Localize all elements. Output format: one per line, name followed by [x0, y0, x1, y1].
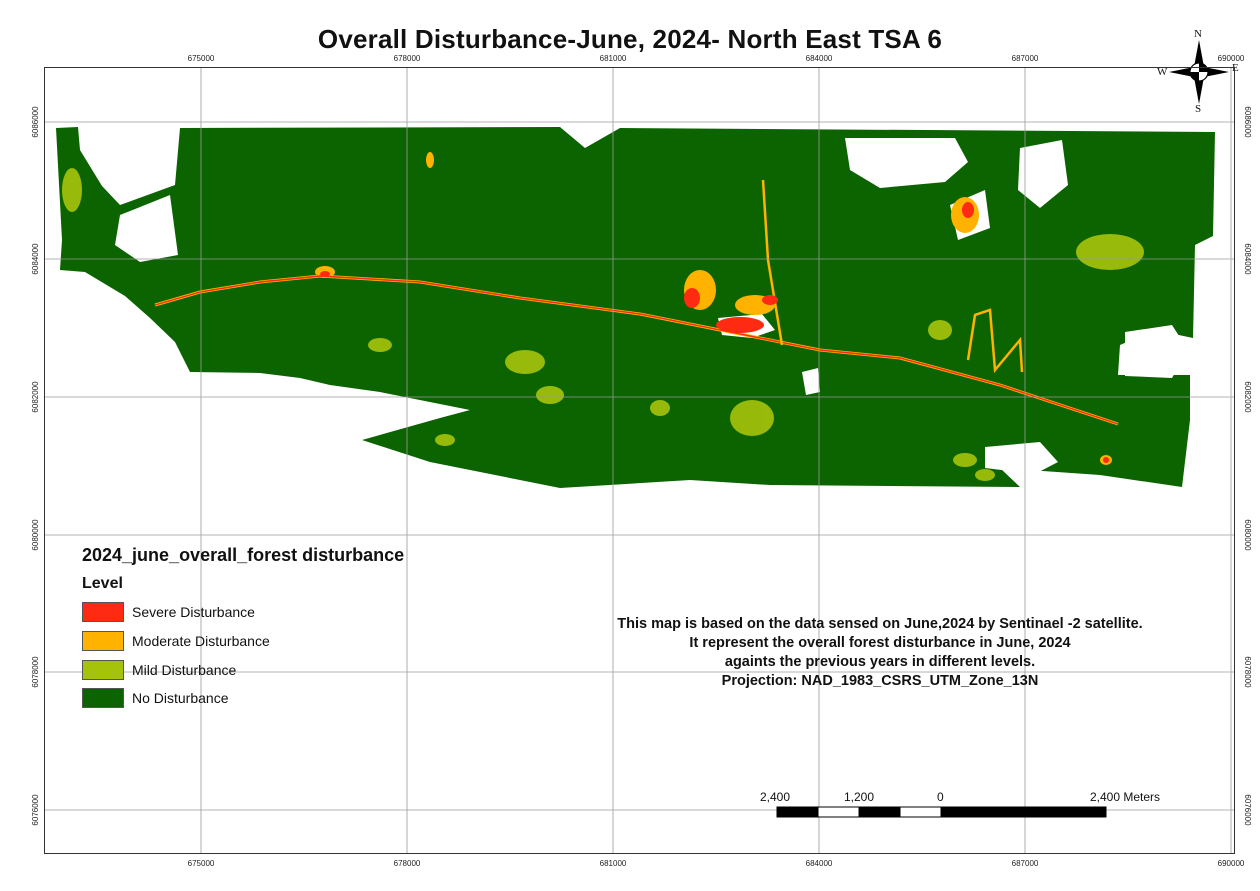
x-tick-label: 687000	[1012, 54, 1039, 63]
scale-label: 1,200	[844, 790, 875, 804]
note-line: Projection: NAD_1983_CSRS_UTM_Zone_13N	[721, 673, 1039, 689]
y-ticks-left: 6086000 6084000 6082000 6080000 6078000 …	[31, 106, 40, 826]
x-tick-label: 684000	[806, 859, 833, 868]
y-tick-label: 6080000	[1243, 519, 1252, 551]
legend-label: Severe Disturbance	[132, 604, 255, 620]
forest-area	[56, 127, 1215, 488]
y-tick-label: 6078000	[31, 656, 40, 688]
compass-north-label: N	[1194, 28, 1202, 40]
no-data-area	[1125, 325, 1188, 378]
y-tick-label: 6076000	[1243, 794, 1252, 826]
legend-swatch	[82, 660, 124, 680]
compass-south-label: S	[1195, 103, 1202, 115]
x-tick-label: 675000	[188, 859, 215, 868]
legend-item-none: No Disturbance	[82, 687, 229, 709]
scale-label: 2,400 Meters	[1090, 790, 1161, 804]
no-data-area	[1018, 140, 1068, 208]
x-tick-label: 681000	[600, 54, 627, 63]
x-tick-label: 690000	[1218, 859, 1245, 868]
y-ticks-right: 6086000 6084000 6082000 6080000 6078000 …	[1243, 106, 1252, 826]
legend-item-severe: Severe Disturbance	[82, 601, 255, 623]
x-tick-label: 675000	[188, 54, 215, 63]
severe-disturbance-patches	[320, 202, 1109, 463]
legend-level-label: Level	[82, 575, 123, 592]
y-tick-label: 6084000	[31, 243, 40, 275]
map-note: This map is based on the data sensed on …	[560, 615, 1200, 691]
compass-east-label: E	[1232, 62, 1239, 74]
legend-label: Mild Disturbance	[132, 662, 237, 678]
x-tick-label: 678000	[394, 859, 421, 868]
legend-label: Moderate Disturbance	[132, 633, 270, 649]
legend-swatch	[82, 602, 124, 622]
x-ticks-bottom: 675000 678000 681000 684000 687000 69000…	[188, 859, 1245, 868]
note-line: This map is based on the data sensed on …	[617, 616, 1143, 632]
y-tick-label: 6084000	[1243, 243, 1252, 275]
legend-item-mild: Mild Disturbance	[82, 659, 236, 681]
map-title: Overall Disturbance-June, 2024- North Ea…	[317, 24, 943, 54]
no-data-area	[845, 138, 968, 188]
y-tick-label: 6080000	[31, 519, 40, 551]
note-line: againts the previous years in different …	[724, 654, 1036, 670]
no-data-area	[985, 442, 1058, 474]
note-line: It represent the overall forest disturba…	[689, 635, 1071, 651]
x-tick-label: 687000	[1012, 859, 1039, 868]
x-tick-label: 678000	[394, 54, 421, 63]
legend-swatch	[82, 688, 124, 708]
x-tick-label: 681000	[600, 859, 627, 868]
mild-disturbance-patches	[62, 168, 1144, 481]
legend-label: No Disturbance	[132, 690, 229, 706]
road-corridor	[966, 308, 1024, 374]
road-corridor	[761, 179, 784, 346]
scale-bar	[776, 806, 1107, 818]
x-tick-label: 684000	[806, 54, 833, 63]
legend-title: 2024_june_overall_forest disturbance	[82, 545, 405, 565]
legend-item-moderate: Moderate Disturbance	[82, 630, 270, 652]
legend-swatch	[82, 631, 124, 651]
y-tick-label: 6086000	[31, 106, 40, 138]
y-tick-label: 6078000	[1243, 656, 1252, 688]
x-ticks-top: 675000 678000 681000 684000 687000 69000…	[188, 54, 1245, 63]
no-data-area	[802, 368, 820, 395]
graticule	[44, 67, 1235, 854]
scale-label: 2,400	[760, 790, 791, 804]
y-tick-label: 6076000	[31, 794, 40, 826]
x-tick-label: 690000	[1218, 54, 1245, 63]
y-tick-label: 6082000	[31, 381, 40, 413]
compass-west-label: W	[1157, 66, 1168, 78]
map-frame	[44, 67, 1235, 854]
no-data-area	[115, 195, 178, 262]
scale-label: 0	[937, 790, 944, 804]
y-tick-label: 6082000	[1243, 381, 1252, 413]
y-tick-label: 6086000	[1243, 106, 1252, 138]
road-corridor	[154, 275, 1119, 425]
